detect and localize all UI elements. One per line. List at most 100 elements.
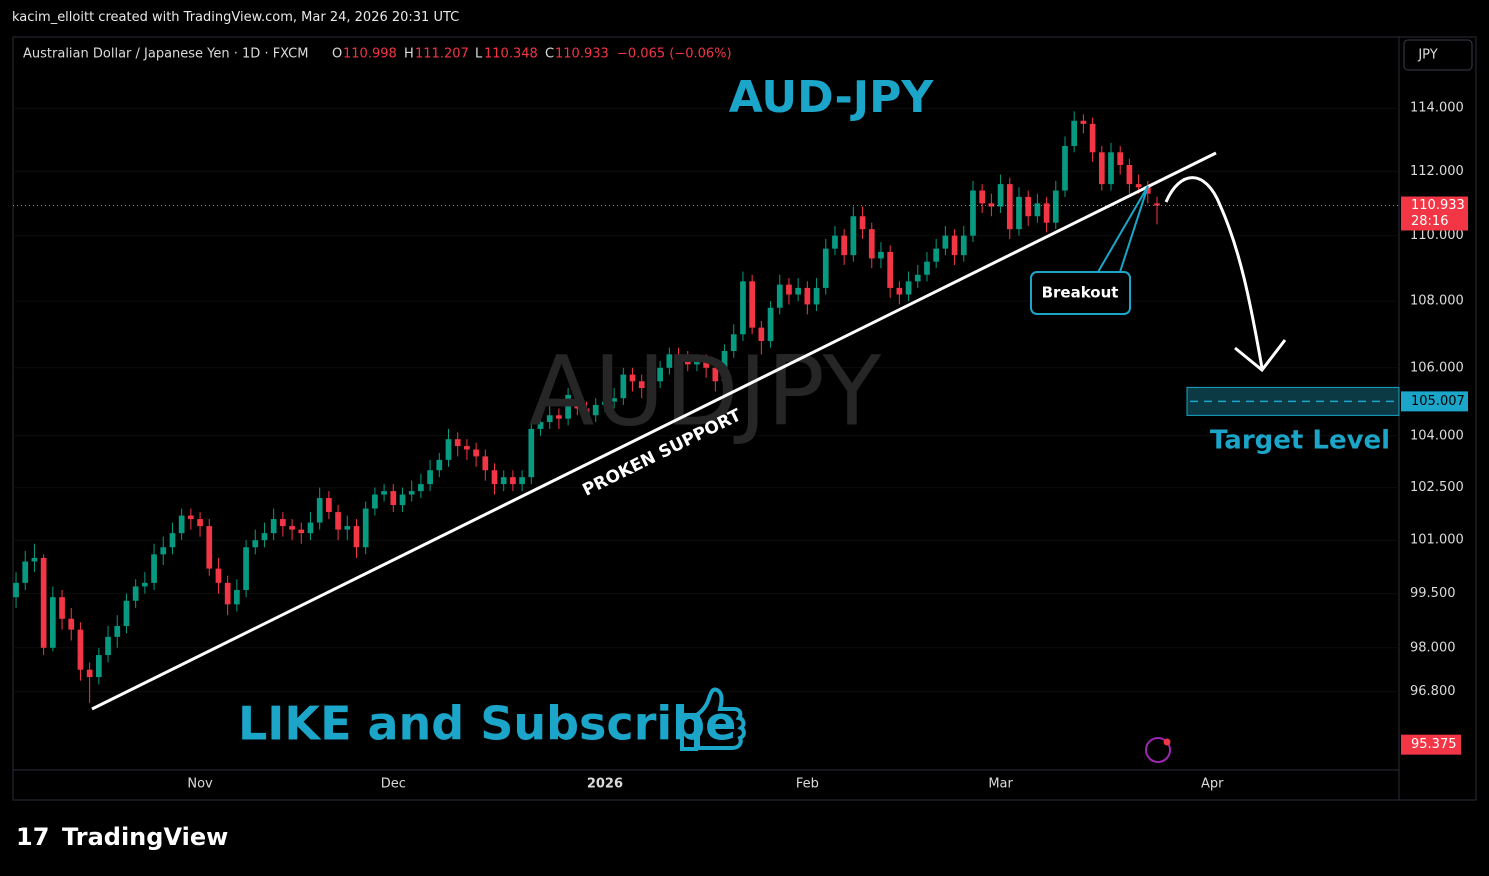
candle-body <box>767 307 774 341</box>
candle-body <box>721 351 728 382</box>
y-tick-label: 99.500 <box>1410 586 1456 601</box>
candle-body <box>1043 203 1050 223</box>
candle-body <box>261 533 268 541</box>
change: −0.065 (−0.06%) <box>617 47 732 62</box>
y-tick-label: 101.000 <box>1410 533 1464 548</box>
candle-body <box>914 274 921 282</box>
candle-body <box>464 446 470 450</box>
target-price-label: 105.007 <box>1411 394 1465 409</box>
candle-body <box>59 597 65 619</box>
candle-body <box>730 334 737 352</box>
candle-body <box>335 512 341 530</box>
candle-body <box>749 281 755 328</box>
candle-body <box>703 361 709 368</box>
candle-body <box>142 582 148 587</box>
candle-body <box>22 561 29 583</box>
y-tick-label: 98.000 <box>1410 640 1456 655</box>
y-tick-label: 114.000 <box>1410 101 1464 116</box>
candle-body <box>1126 164 1133 185</box>
candle-body <box>151 554 157 583</box>
candle-body <box>68 618 75 630</box>
candle-body <box>970 190 976 236</box>
currency[interactable]: JPY <box>1417 48 1437 63</box>
candle-body <box>123 600 130 627</box>
candle-body <box>556 415 562 419</box>
trendline <box>91 151 1217 711</box>
low-value: 110.348 <box>484 47 538 62</box>
forecast-arrow <box>1164 176 1264 369</box>
thumb-icon <box>680 687 746 751</box>
candle-body <box>841 235 848 256</box>
candle-body <box>372 494 378 509</box>
x-tick-label: Mar <box>988 777 1013 792</box>
candle-body <box>252 540 259 548</box>
candle-body <box>436 459 443 471</box>
candle-body <box>602 401 608 406</box>
candle-body <box>280 519 286 527</box>
candle-body <box>924 261 930 275</box>
breakout-label: Breakout <box>1042 284 1119 302</box>
candle-body <box>528 428 535 478</box>
low-price-label: 95.375 <box>1411 737 1457 752</box>
candle-body <box>40 557 47 648</box>
candle-body <box>49 597 56 648</box>
breakout-pointer <box>1097 185 1149 273</box>
candle-body <box>592 405 599 416</box>
candle-body <box>1080 120 1087 124</box>
candle-body <box>712 367 719 382</box>
candle-body <box>997 184 1004 207</box>
alert-icon[interactable] <box>1145 737 1171 763</box>
candle-body <box>381 491 387 495</box>
h-label: H <box>404 47 414 62</box>
open-value: 110.998 <box>343 47 397 62</box>
candle-body <box>795 287 802 295</box>
candle-body <box>942 235 949 249</box>
candle-body <box>445 439 452 460</box>
logo-mark: 17 <box>16 823 49 851</box>
candle-body <box>408 491 415 495</box>
last-price-label: 110.933 <box>1411 198 1465 213</box>
candle-body <box>565 394 571 419</box>
symbol: Australian Dollar / Japanese Yen · 1D · … <box>23 47 308 62</box>
x-tick-label: 2026 <box>587 777 623 792</box>
candle-body <box>307 522 314 534</box>
countdown-label: 28:16 <box>1411 214 1448 229</box>
candle-body <box>822 248 829 288</box>
candle-body <box>776 284 783 308</box>
o-label: O <box>332 47 342 62</box>
candle-body <box>638 381 645 389</box>
arrow-head <box>1234 339 1287 373</box>
candle-body <box>344 526 351 530</box>
candle-body <box>1006 184 1013 230</box>
candle-body <box>979 190 986 204</box>
candle-body <box>206 526 213 569</box>
candle-body <box>224 582 231 605</box>
cta: LIKE and Subscribe <box>238 697 736 751</box>
candle-body <box>178 515 185 534</box>
candle-body <box>675 354 682 358</box>
candle-body <box>786 284 792 295</box>
candle-body <box>188 515 194 520</box>
low-badge <box>1401 734 1461 755</box>
y-tick-label: 108.000 <box>1410 294 1464 309</box>
candle-body <box>546 415 553 423</box>
candle-body <box>1089 123 1096 153</box>
x-tick-label: Feb <box>796 777 819 792</box>
candle-body <box>1135 184 1142 188</box>
candle-body <box>1071 120 1078 146</box>
candle-body <box>491 470 498 485</box>
candle-body <box>684 357 691 365</box>
candle-body <box>270 519 277 534</box>
l-label: L <box>475 47 483 62</box>
x-tick-label: Apr <box>1201 777 1224 792</box>
currency-button[interactable] <box>1403 39 1473 71</box>
candle-body <box>482 456 489 471</box>
candle-body <box>353 526 360 548</box>
candle-body <box>289 526 295 530</box>
author-line: kacim_elloitt created with TradingView.c… <box>12 10 460 25</box>
candle-body <box>454 439 461 447</box>
candle-body <box>648 381 654 389</box>
y-tick-label: 112.000 <box>1410 164 1464 179</box>
candle-body <box>1117 152 1124 165</box>
